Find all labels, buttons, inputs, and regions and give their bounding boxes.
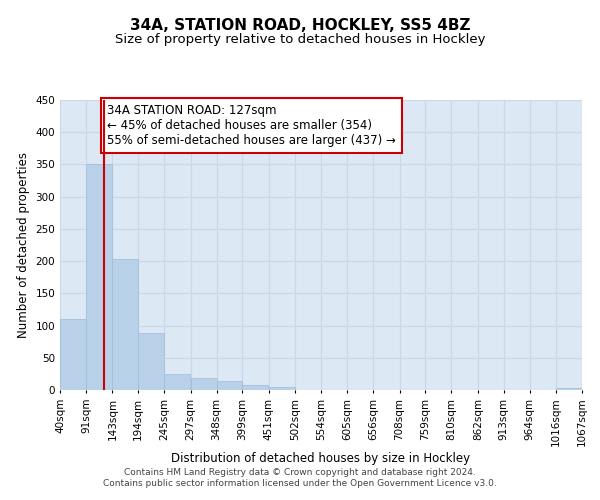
Bar: [217, 381, 242, 390]
Bar: [191, 378, 217, 390]
Bar: [556, 388, 582, 390]
Y-axis label: Number of detached properties: Number of detached properties: [17, 152, 30, 338]
Text: 34A, STATION ROAD, HOCKLEY, SS5 4BZ: 34A, STATION ROAD, HOCKLEY, SS5 4BZ: [130, 18, 470, 32]
Bar: [269, 387, 295, 390]
Bar: [164, 374, 190, 390]
Bar: [242, 385, 268, 390]
Text: Size of property relative to detached houses in Hockley: Size of property relative to detached ho…: [115, 32, 485, 46]
Bar: [138, 332, 164, 390]
X-axis label: Distribution of detached houses by size in Hockley: Distribution of detached houses by size …: [172, 452, 470, 465]
Bar: [86, 164, 112, 390]
Text: Contains HM Land Registry data © Crown copyright and database right 2024.
Contai: Contains HM Land Registry data © Crown c…: [103, 468, 497, 487]
Text: 34A STATION ROAD: 127sqm
← 45% of detached houses are smaller (354)
55% of semi-: 34A STATION ROAD: 127sqm ← 45% of detach…: [107, 104, 396, 148]
Bar: [112, 258, 138, 390]
Bar: [60, 319, 86, 390]
